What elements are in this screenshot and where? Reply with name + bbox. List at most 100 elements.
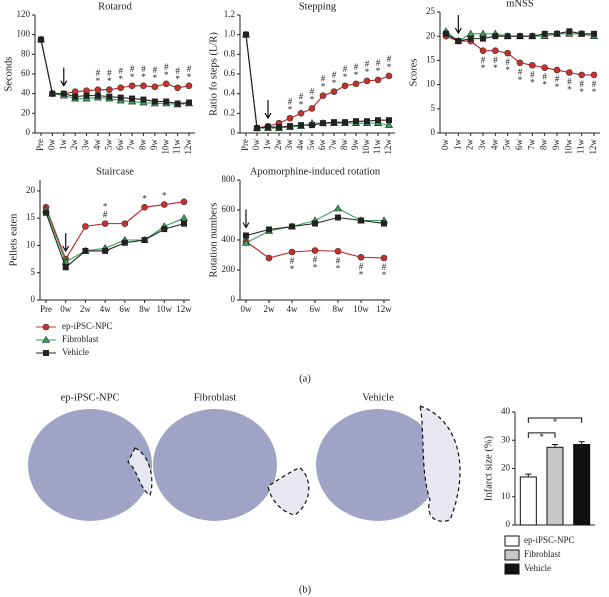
x-tick-label: 4w <box>295 139 305 151</box>
y-tick-label: 200 <box>222 264 236 274</box>
marker <box>364 118 370 125</box>
significance-mark: * <box>481 63 486 73</box>
x-tick-label: 8w <box>539 139 549 151</box>
marker <box>384 121 394 128</box>
y-tick-label: 1.2 <box>224 9 235 19</box>
significance-mark: * <box>290 264 295 274</box>
marker <box>254 125 260 132</box>
significance-mark: * <box>376 66 381 76</box>
marker <box>492 33 499 40</box>
legend-label: Fibroblast <box>524 549 561 559</box>
x-tick-label: 5w <box>103 139 113 151</box>
x-tick-label: 3w <box>81 139 91 151</box>
x-tick-label: 0w <box>60 304 72 314</box>
significance-mark: * <box>555 82 560 92</box>
marker <box>265 254 273 262</box>
significance-mark: * <box>365 67 370 77</box>
marker <box>492 47 499 55</box>
significance-mark: * <box>592 87 597 97</box>
significance-mark: * <box>187 72 192 82</box>
y-axis-label: Pellets eaten <box>8 213 19 267</box>
marker <box>72 93 79 100</box>
marker <box>335 214 341 221</box>
y-tick-label: 60 <box>21 68 31 78</box>
marker <box>334 247 342 255</box>
marker <box>174 100 181 107</box>
marker <box>363 77 371 85</box>
significance-mark: # <box>382 262 387 272</box>
x-tick-label: 8w <box>139 304 151 314</box>
marker <box>106 86 113 94</box>
significance-mark: * <box>313 263 318 273</box>
y-tick-label: 5 <box>431 103 436 113</box>
x-tick-label: Pre <box>40 304 52 314</box>
x-tick-label: 11w <box>576 139 586 155</box>
x-tick-label: 4w <box>287 304 299 314</box>
y-tick-label: 40 <box>21 88 31 98</box>
significance-mark: * <box>343 72 348 82</box>
significance-mark: # <box>530 69 535 79</box>
significance-mark: * <box>118 74 123 84</box>
marker <box>43 209 49 216</box>
significance-mark: * <box>142 193 147 203</box>
marker <box>121 220 129 227</box>
marker <box>590 71 598 79</box>
significance-mark: # <box>567 77 572 87</box>
y-tick-label: 120 <box>17 9 31 19</box>
y-tick-label: 5 <box>31 267 36 277</box>
marker <box>341 82 349 90</box>
bracket <box>527 417 583 424</box>
marker <box>566 69 573 76</box>
marker <box>62 264 69 271</box>
marker <box>554 30 560 37</box>
marker <box>541 64 548 71</box>
significance-mark: # <box>164 62 169 72</box>
x-tick-label: 6w <box>514 139 524 151</box>
significance-mark: * <box>539 432 544 442</box>
marker <box>181 220 187 227</box>
legend-swatch <box>504 563 520 575</box>
x-tick-label: 1w <box>452 139 462 151</box>
lesion-outline <box>267 467 310 516</box>
y-tick-label: 20 <box>426 30 436 40</box>
significance-mark: # <box>96 68 101 78</box>
marker <box>517 33 523 40</box>
x-tick-label: 8w <box>333 304 345 314</box>
marker <box>141 203 148 211</box>
marker <box>308 105 316 112</box>
arrow <box>62 233 70 253</box>
legend-label: Vehicle <box>62 347 89 357</box>
brain-section <box>28 409 152 521</box>
significance-mark: # <box>313 255 318 265</box>
marker <box>289 223 295 230</box>
significance-mark: # <box>542 72 547 82</box>
significance-mark: * <box>141 72 146 82</box>
marker <box>106 93 113 100</box>
x-tick-label: 10w <box>157 304 173 314</box>
marker <box>353 118 359 125</box>
marker <box>566 28 573 35</box>
marker <box>117 84 124 92</box>
marker <box>386 117 392 124</box>
x-tick-label: 12w <box>376 304 392 314</box>
y-tick-label: 10 <box>26 240 36 250</box>
marker <box>331 119 337 126</box>
significance-mark: # <box>153 65 158 75</box>
marker <box>375 117 381 124</box>
legend-label: Vehicle <box>524 563 551 573</box>
y-tick-label: 0.6 <box>224 68 236 78</box>
lesion-outline <box>419 405 461 522</box>
legend-swatch <box>504 549 520 561</box>
marker <box>94 86 102 94</box>
y-axis-label: Scores <box>408 59 419 87</box>
significance-mark: * <box>96 76 101 86</box>
marker <box>140 96 147 103</box>
arrow <box>264 100 272 120</box>
legend-label: ep-iPSC-NPC <box>62 321 113 331</box>
significance-mark: # <box>493 55 498 65</box>
image-label: Vehicle <box>362 392 394 403</box>
x-tick-label: 6w <box>310 304 322 314</box>
bar <box>573 443 591 526</box>
marker <box>43 350 49 356</box>
chart-title: Staircase <box>96 166 134 177</box>
